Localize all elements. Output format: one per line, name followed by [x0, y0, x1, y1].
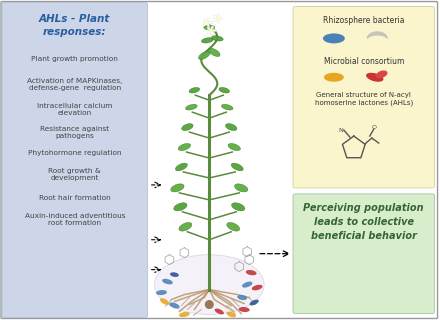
Text: Microbial consortium: Microbial consortium — [323, 57, 404, 66]
Ellipse shape — [366, 73, 384, 82]
Text: AHLs - Plant
responses:: AHLs - Plant responses: — [39, 14, 110, 37]
Ellipse shape — [215, 308, 224, 315]
Ellipse shape — [209, 48, 220, 57]
Text: Auxin-induced adventitious
root formation: Auxin-induced adventitious root formatio… — [25, 213, 125, 226]
Ellipse shape — [205, 300, 214, 309]
Ellipse shape — [212, 29, 216, 32]
Ellipse shape — [228, 143, 240, 151]
Text: Resistance against
pathogens: Resistance against pathogens — [40, 126, 109, 139]
Ellipse shape — [203, 23, 207, 26]
Text: O: O — [371, 124, 376, 130]
Ellipse shape — [160, 298, 169, 305]
Ellipse shape — [174, 203, 187, 211]
Text: Perceiving population
leads to collective
beneficial behavior: Perceiving population leads to collectiv… — [304, 203, 424, 241]
Ellipse shape — [171, 184, 184, 192]
Ellipse shape — [323, 33, 345, 44]
Circle shape — [210, 29, 213, 32]
Text: N: N — [338, 128, 343, 132]
Ellipse shape — [249, 300, 259, 306]
Text: Root growth &
development: Root growth & development — [48, 168, 101, 181]
Ellipse shape — [156, 290, 167, 295]
Text: Root hair formation: Root hair formation — [39, 195, 110, 201]
Ellipse shape — [217, 20, 220, 23]
Ellipse shape — [239, 307, 249, 312]
Ellipse shape — [178, 143, 191, 151]
Text: Rhizosphere bacteria: Rhizosphere bacteria — [323, 16, 404, 26]
Ellipse shape — [207, 27, 211, 30]
Text: Plant growth promotion: Plant growth promotion — [31, 56, 118, 62]
Ellipse shape — [217, 14, 220, 18]
Ellipse shape — [203, 19, 207, 22]
Text: Phytohormone regulation: Phytohormone regulation — [28, 150, 121, 156]
Ellipse shape — [169, 302, 180, 308]
Text: Activation of MAPKinases,
defense-gene  regulation: Activation of MAPKinases, defense-gene r… — [27, 78, 122, 91]
Ellipse shape — [154, 255, 264, 315]
Ellipse shape — [207, 18, 209, 21]
Ellipse shape — [376, 70, 388, 78]
Text: General structure of N-acyl
homoserine lactones (AHLs): General structure of N-acyl homoserine l… — [315, 92, 413, 106]
Ellipse shape — [221, 104, 233, 110]
Ellipse shape — [162, 279, 173, 284]
Ellipse shape — [211, 26, 213, 29]
Ellipse shape — [219, 87, 230, 93]
Ellipse shape — [246, 270, 257, 275]
Ellipse shape — [176, 163, 187, 171]
Ellipse shape — [211, 31, 213, 35]
Ellipse shape — [237, 295, 247, 300]
Ellipse shape — [207, 23, 209, 27]
Ellipse shape — [202, 38, 213, 43]
Ellipse shape — [211, 36, 223, 41]
FancyBboxPatch shape — [293, 194, 435, 314]
Ellipse shape — [226, 124, 237, 131]
Ellipse shape — [235, 184, 248, 192]
Ellipse shape — [227, 222, 240, 231]
Ellipse shape — [231, 163, 243, 171]
Ellipse shape — [213, 19, 216, 22]
FancyBboxPatch shape — [1, 2, 437, 318]
Ellipse shape — [208, 21, 212, 24]
Ellipse shape — [218, 17, 222, 20]
Ellipse shape — [182, 124, 193, 131]
Ellipse shape — [204, 25, 215, 30]
Ellipse shape — [242, 282, 253, 288]
Circle shape — [206, 21, 209, 24]
Ellipse shape — [179, 312, 190, 317]
Circle shape — [216, 17, 219, 20]
Ellipse shape — [252, 285, 263, 290]
Ellipse shape — [170, 272, 179, 277]
Ellipse shape — [198, 51, 210, 60]
Ellipse shape — [227, 312, 236, 317]
Ellipse shape — [213, 15, 216, 18]
Ellipse shape — [189, 87, 200, 93]
Ellipse shape — [179, 222, 192, 231]
FancyBboxPatch shape — [293, 6, 435, 188]
Text: Intracellular calcium
elevation: Intracellular calcium elevation — [37, 103, 113, 116]
Ellipse shape — [186, 104, 197, 110]
FancyBboxPatch shape — [2, 3, 147, 317]
Ellipse shape — [324, 73, 344, 82]
Ellipse shape — [207, 31, 211, 34]
Ellipse shape — [231, 203, 245, 211]
